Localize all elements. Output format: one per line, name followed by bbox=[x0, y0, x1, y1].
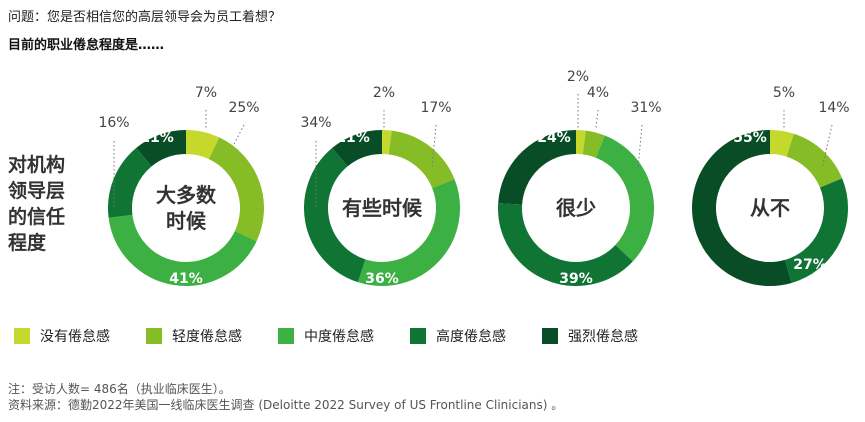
legend-label: 没有倦怠感 bbox=[40, 329, 110, 345]
y-axis-label-line: 领导层 bbox=[8, 180, 66, 202]
legend-swatch bbox=[14, 328, 30, 344]
donut-center-label: 有些时候 bbox=[342, 196, 423, 220]
donut-segment-none bbox=[185, 130, 220, 160]
data-label: 7% bbox=[195, 85, 217, 101]
data-label: 4% bbox=[587, 85, 609, 101]
legend-swatch bbox=[278, 328, 294, 344]
data-label: 2% bbox=[567, 69, 589, 85]
data-label: 11% bbox=[140, 130, 174, 146]
donut-segment-high bbox=[304, 147, 366, 283]
legend-swatch bbox=[146, 328, 162, 344]
legend-item-moderate: 中度倦怠感 bbox=[278, 326, 374, 346]
donut-segment-mild bbox=[208, 137, 264, 242]
donut-segment-extreme bbox=[498, 130, 577, 206]
data-label: 24% bbox=[537, 130, 571, 146]
leader-line bbox=[233, 124, 245, 145]
chart-subtitle: 目前的职业倦怠程度是…… bbox=[8, 38, 165, 53]
data-label: 25% bbox=[228, 100, 259, 116]
y-axis-label-line: 程度 bbox=[8, 232, 47, 254]
donut-segment-mild bbox=[582, 130, 605, 158]
donut-segment-moderate bbox=[595, 135, 654, 262]
legend-label: 轻度倦怠感 bbox=[172, 329, 242, 345]
data-label: 41% bbox=[169, 271, 203, 287]
legend-label: 强烈倦怠感 bbox=[568, 329, 638, 345]
data-label: 27% bbox=[793, 257, 827, 273]
legend-swatch bbox=[410, 328, 426, 344]
donut-center-label: 时候 bbox=[166, 209, 207, 233]
donut-segment-moderate bbox=[357, 179, 460, 286]
data-label: 55% bbox=[733, 130, 767, 146]
legend-item-extreme: 强烈倦怠感 bbox=[542, 326, 638, 346]
donut-center-label: 大多数 bbox=[156, 183, 217, 207]
donut-segment-none bbox=[769, 130, 794, 157]
question-text: 问题：您是否相信您的高层领导会为员工着想？ bbox=[8, 10, 282, 25]
data-label: 5% bbox=[773, 85, 795, 101]
legend-item-high: 高度倦怠感 bbox=[410, 326, 506, 346]
leader-line bbox=[821, 124, 833, 169]
legend: 没有倦怠感 轻度倦怠感 中度倦怠感 高度倦怠感 强烈倦怠感 bbox=[14, 326, 674, 346]
source-note: 资料来源：德勤2022年美国一线临床医生调查 (Deloitte 2022 Su… bbox=[8, 398, 564, 412]
legend-label: 高度倦怠感 bbox=[436, 329, 506, 345]
donut-segment-high bbox=[108, 147, 152, 218]
footnote: 注：受访人数= 486名（执业临床医生）。 bbox=[8, 382, 231, 396]
donut-center-label: 很少 bbox=[556, 196, 596, 220]
legend-swatch bbox=[542, 328, 558, 344]
data-label: 16% bbox=[98, 115, 129, 131]
donut-segment-none bbox=[575, 130, 586, 155]
donut-charts: 7%25%41%16%11%大多数时候2%17%36%34%11%有些时候2%4… bbox=[98, 69, 849, 287]
donut-segment-mild bbox=[786, 133, 843, 189]
donut-segment-extreme bbox=[136, 130, 187, 167]
donut-center-label: 从不 bbox=[750, 196, 790, 220]
data-label: 2% bbox=[373, 85, 395, 101]
donut-segment-moderate bbox=[108, 214, 257, 286]
leader-line bbox=[637, 124, 643, 169]
data-label: 36% bbox=[365, 271, 399, 287]
data-label: 11% bbox=[336, 130, 370, 146]
donut-segment-extreme bbox=[332, 130, 383, 167]
legend-label: 中度倦怠感 bbox=[304, 329, 374, 345]
data-label: 31% bbox=[630, 100, 661, 116]
donut-segment-none bbox=[381, 130, 392, 155]
data-label: 39% bbox=[559, 271, 593, 287]
data-label: 17% bbox=[420, 100, 451, 116]
donut-segment-mild bbox=[388, 130, 455, 189]
donut-segment-high bbox=[784, 178, 848, 283]
y-axis-label: 对机构 领导层 的信任 程度 bbox=[8, 152, 78, 256]
y-axis-label-line: 的信任 bbox=[8, 206, 66, 228]
legend-item-mild: 轻度倦怠感 bbox=[146, 326, 242, 346]
data-label: 14% bbox=[818, 100, 849, 116]
donut-segment-extreme bbox=[692, 130, 792, 286]
legend-item-none: 没有倦怠感 bbox=[14, 326, 110, 346]
y-axis-label-line: 对机构 bbox=[8, 154, 66, 176]
data-label: 34% bbox=[300, 115, 331, 131]
donut-segment-high bbox=[498, 203, 633, 286]
footer: 注：受访人数= 486名（执业临床医生）。 资料来源：德勤2022年美国一线临床… bbox=[8, 381, 563, 413]
leader-line bbox=[595, 109, 599, 129]
